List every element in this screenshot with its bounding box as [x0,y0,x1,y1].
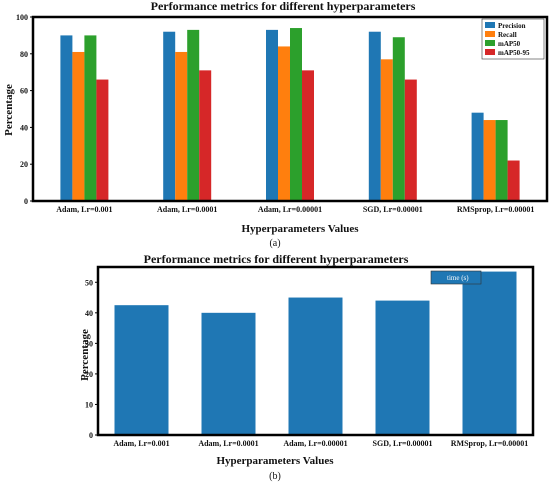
y-tick-label: 0 [24,197,28,206]
bar [368,31,381,201]
y-tick-label: 80 [20,50,28,59]
bar [187,29,200,201]
chart-a-xlabel: Hyperparameters Values [241,223,359,235]
bar [290,28,302,201]
bar [96,79,109,201]
chart-a-caption: (a) [269,238,280,249]
legend-label: Recall [498,31,517,39]
legend-swatch [485,40,495,46]
y-tick-label: 20 [20,160,28,169]
y-tick-label: 0 [89,431,93,440]
bar [462,271,517,435]
legend-swatch [485,49,495,55]
chart-a-ylabel: Percentage [3,84,15,136]
y-tick-label: 20 [85,370,93,379]
bar [266,29,278,201]
bar [302,70,314,201]
chart-b-marks: 0 10 20 30 40 50 Adam, Lr=0.001 Adam, Lr=0.0001… [85,270,529,448]
chart-b-caption: (b) [269,471,281,482]
chart-a-marks: 0 20 40 60 80 100 Adam, Lr=0.001 Adam, Lr=0.000… [16,13,545,214]
legend-label: mAP50 [498,40,521,48]
bar [72,51,85,202]
legend-swatch [485,31,495,37]
x-tick-label: SGD, Lr=0.00001 [373,439,433,448]
bar [375,300,430,435]
chart-b-ylabel: Percentage [79,329,91,381]
x-tick-label: Adam, Lr=0.00001 [258,205,322,214]
bar [404,79,417,201]
chart-a-title: Performance metrics for different hyperp… [151,0,416,13]
legend-label: time (s) [447,274,469,282]
y-tick-label: 60 [20,87,28,96]
x-tick-label: Adam, Lr=0.001 [113,439,169,448]
chart-a-frame [31,15,549,203]
x-tick-label: Adam, Lr=0.00001 [283,439,347,448]
bar [392,37,405,201]
y-tick-label: 50 [85,278,93,287]
x-tick-label: SGD, Lr=0.00001 [363,205,423,214]
bar [84,35,97,202]
bar [201,312,256,435]
chart-b: Performance metrics for different hyperp… [79,252,535,482]
legend: time (s) [430,270,482,285]
x-tick-label: RMSprop, Lr=0.00001 [451,439,529,448]
bar [199,70,212,201]
legend-label: Precision [498,22,526,30]
chart-b-title: Performance metrics for different hyperp… [144,252,409,266]
x-tick-label: Adam, Lr=0.001 [56,205,112,214]
y-tick-label: 40 [85,309,93,318]
chart-a: Performance metrics for different hyperp… [3,0,549,249]
chart-b-xlabel: Hyperparameters Values [216,455,334,467]
bar [114,305,169,435]
bar [60,35,73,202]
y-tick-label: 40 [20,123,28,132]
bar [483,120,496,201]
bar [175,51,188,202]
bar [507,160,520,201]
bar [278,46,290,201]
bar [471,112,484,201]
bar [288,297,343,435]
x-tick-label: RMSprop, Lr=0.00001 [457,205,535,214]
legend-swatch [485,22,495,28]
bar [163,31,176,201]
y-tick-label: 10 [85,400,93,409]
bar [495,120,508,201]
bar [380,59,393,201]
legend-swatch [434,274,444,280]
legend-label: mAP50-95 [498,49,530,57]
x-tick-label: Adam, Lr=0.0001 [198,439,258,448]
y-tick-label: 100 [16,13,28,22]
chart-b-frame [96,265,535,437]
y-tick-label: 30 [85,339,93,348]
x-tick-label: Adam, Lr=0.0001 [157,205,217,214]
